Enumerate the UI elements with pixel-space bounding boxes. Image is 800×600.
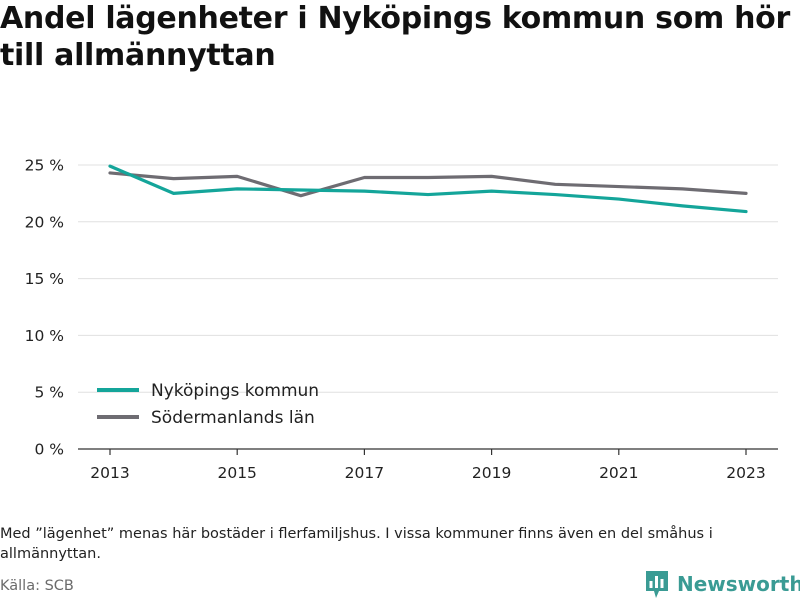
series-lines <box>108 164 748 214</box>
legend: Nyköpings kommun Södermanlands län <box>97 381 319 428</box>
x-tick-label: 2015 <box>217 464 256 482</box>
chart-title: Andel lägenheter i Nyköpings kommun som … <box>0 1 790 73</box>
x-tick-label: 2017 <box>345 464 384 482</box>
y-tick-label: 10 % <box>25 327 64 345</box>
legend-label: Södermanlands län <box>151 408 315 428</box>
y-tick-label: 15 % <box>25 270 64 288</box>
x-tick-label: 2019 <box>472 464 511 482</box>
y-tick-label: 25 % <box>25 157 64 175</box>
x-tick-label: 2021 <box>599 464 638 482</box>
legend-label: Nyköpings kommun <box>151 381 319 401</box>
source-label: Källa: SCB <box>0 578 74 594</box>
brand-logo[interactable]: Newsworthy <box>645 569 800 599</box>
x-axis-ticks: 2013 2015 2017 2019 2021 2023 <box>90 449 766 482</box>
bar-chart-logo-icon <box>646 571 668 598</box>
x-tick-label: 2013 <box>90 464 129 482</box>
footnote: Med ”lägenhet” menas här bostäder i fler… <box>0 526 713 562</box>
x-tick-label: 2023 <box>726 464 765 482</box>
brand-name: Newsworthy <box>677 572 800 596</box>
y-tick-label: 5 % <box>34 384 64 402</box>
series-line-0 <box>108 164 748 214</box>
series-line-1 <box>108 171 748 198</box>
y-axis-ticks: 0 % 5 % 10 % 15 % 20 % 25 % <box>25 157 64 459</box>
y-tick-label: 0 % <box>34 441 64 459</box>
line-chart: 0 %5 %10 %15 %20 %25 % 2013 2015 2017 2019 2… <box>25 157 778 482</box>
y-tick-label: 20 % <box>25 213 64 231</box>
grid-lines <box>78 164 778 450</box>
